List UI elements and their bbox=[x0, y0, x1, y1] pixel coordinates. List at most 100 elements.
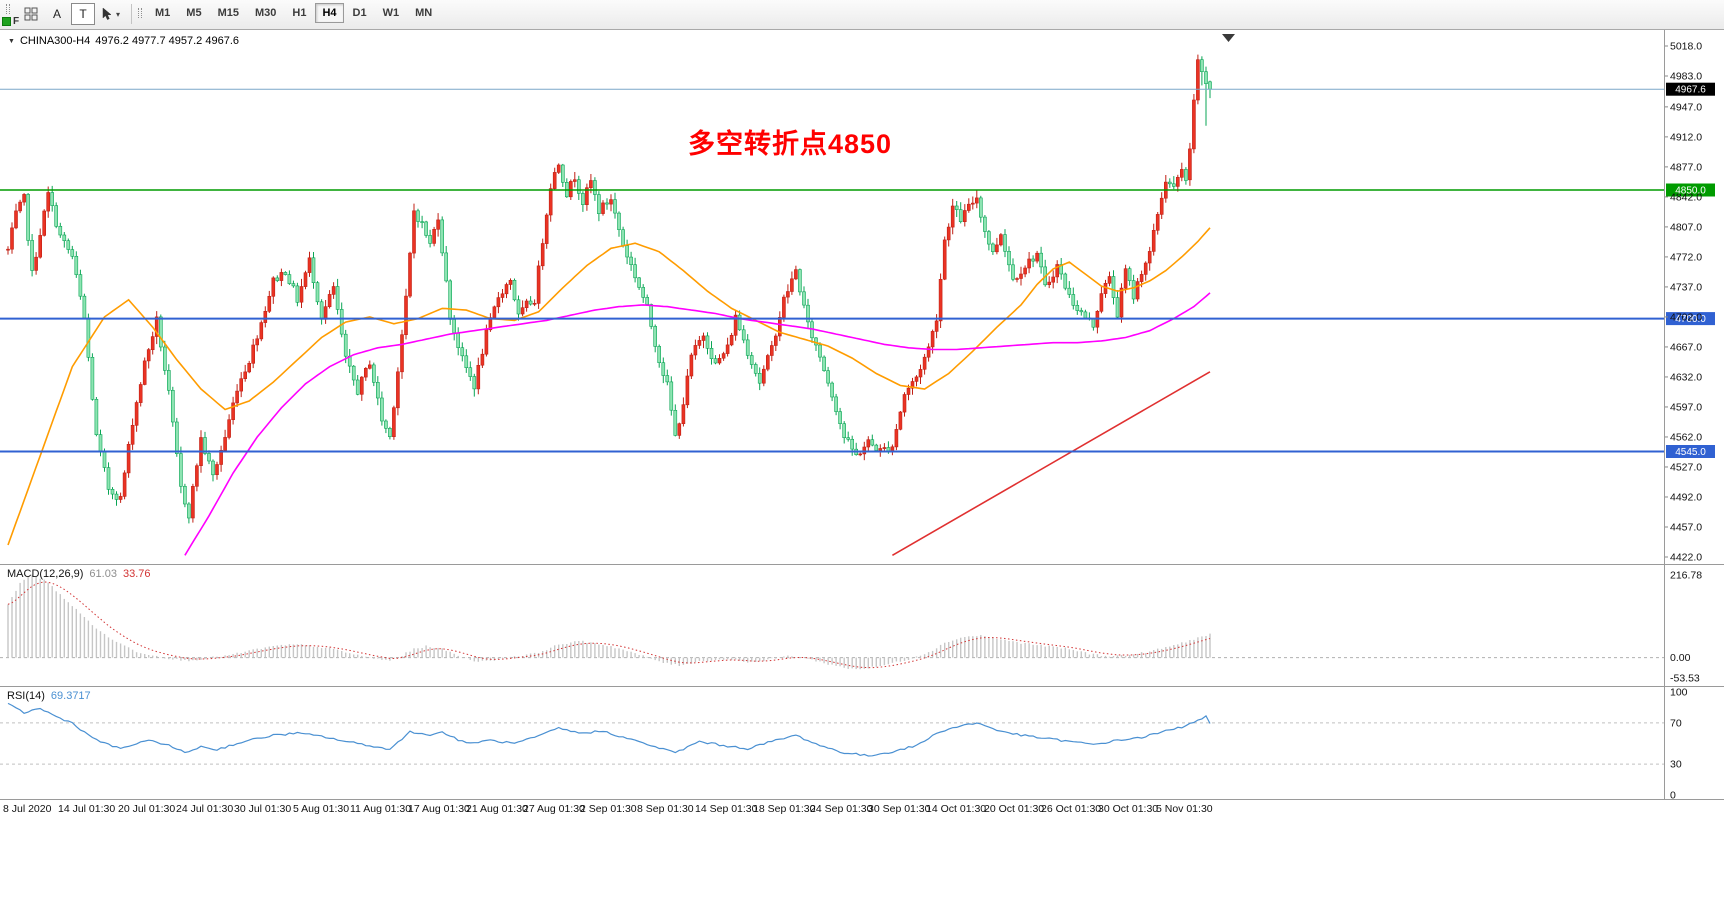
price-tick-label: 4737.0 bbox=[1670, 281, 1702, 293]
ma-slow-line bbox=[184, 292, 1211, 556]
toolbar: F A T ▾ M1 M5 M15 M30 H1 H4 D1 W1 MN bbox=[0, 0, 1724, 30]
price-tick-label: 4877.0 bbox=[1670, 161, 1702, 173]
timeframe-button-m1[interactable]: M1 bbox=[148, 3, 177, 23]
price-tick-label: 4667.0 bbox=[1670, 341, 1702, 353]
price-tick-label: 4702.0 bbox=[1670, 311, 1702, 323]
time-tick-label: 30 Jul 01:30 bbox=[234, 803, 291, 815]
chart-annotation-text[interactable]: 多空转折点4850 bbox=[688, 129, 893, 159]
time-tick-label: 14 Oct 01:30 bbox=[926, 803, 986, 815]
text-tool-button[interactable]: T bbox=[71, 3, 95, 25]
price-badge-4700.0 bbox=[1666, 312, 1715, 326]
price-badge-4545.0 bbox=[1666, 445, 1715, 458]
price-tick-label: 4983.0 bbox=[1670, 71, 1702, 83]
rsi-tick-label: 30 bbox=[1670, 759, 1682, 771]
time-tick-label: 11 Aug 01:30 bbox=[350, 803, 411, 815]
time-tick-label: 26 Oct 01:30 bbox=[1041, 803, 1101, 815]
rsi-line bbox=[7, 702, 1211, 757]
cursor-tool-button[interactable]: ▾ bbox=[97, 3, 124, 25]
price-tick-label: 5018.0 bbox=[1670, 41, 1702, 53]
price-tick-label: 4912.0 bbox=[1670, 131, 1702, 143]
rsi-tick-label: 70 bbox=[1670, 717, 1682, 729]
timeframe-toolbar-grip[interactable] bbox=[138, 8, 143, 18]
timeframe-button-h1[interactable]: H1 bbox=[285, 3, 313, 23]
rsi-tick-label: 0 bbox=[1670, 790, 1676, 802]
rsi-tick-label: 100 bbox=[1670, 687, 1688, 699]
timeframe-toolbar: M1 M5 M15 M30 H1 H4 D1 W1 MN bbox=[147, 3, 440, 23]
timeframe-button-m30[interactable]: M30 bbox=[248, 3, 283, 23]
time-tick-label: 5 Nov 01:30 bbox=[1156, 803, 1213, 815]
price-tick-label: 4562.0 bbox=[1670, 431, 1702, 443]
rsi-value: 69.3717 bbox=[50, 690, 91, 702]
symbol-dropdown-icon[interactable]: ▼ bbox=[8, 37, 15, 45]
macd-name: MACD(12,26,9) bbox=[7, 568, 84, 580]
chart-grid-icon bbox=[24, 7, 38, 21]
chevron-down-icon: ▾ bbox=[116, 9, 121, 19]
macd-tick-label: 0.00 bbox=[1670, 652, 1691, 664]
chart-title: ▼ CHINA300-H4 4976.2 4977.7 4957.2 4967.… bbox=[8, 35, 239, 47]
macd-value: 61.03 bbox=[89, 568, 117, 580]
timeframe-button-h4[interactable]: H4 bbox=[315, 3, 344, 23]
price-badge-text: 4967.6 bbox=[1675, 85, 1706, 96]
annotation-tool-button[interactable]: A bbox=[45, 3, 69, 25]
candlestick-series[interactable] bbox=[6, 54, 1212, 524]
timeframe-button-m5[interactable]: M5 bbox=[179, 3, 208, 23]
price-tick-label: 4457.0 bbox=[1670, 521, 1702, 533]
macd-signal-line bbox=[7, 581, 1211, 669]
timeframe-button-d1[interactable]: D1 bbox=[346, 3, 374, 23]
price-tick-label: 4492.0 bbox=[1670, 491, 1702, 503]
time-tick-label: 5 Aug 01:30 bbox=[293, 803, 349, 815]
rsi-indicator-label: RSI(14) 69.3717 bbox=[7, 690, 91, 702]
symbol-name: CHINA300-H4 bbox=[19, 35, 91, 47]
price-badge-text: 4850.0 bbox=[1675, 186, 1706, 197]
ohlc-values: 4976.2 4977.7 4957.2 4967.6 bbox=[95, 35, 239, 47]
timeframe-button-w1[interactable]: W1 bbox=[376, 3, 407, 23]
macd-tick-label: -53.53 bbox=[1670, 673, 1700, 685]
time-tick-label: 20 Jul 01:30 bbox=[118, 803, 175, 815]
f-square-icon bbox=[2, 17, 11, 26]
ma-fast-line bbox=[7, 227, 1211, 546]
f-indicator: F bbox=[2, 16, 19, 27]
timeframe-button-mn[interactable]: MN bbox=[408, 3, 439, 23]
price-badge-4850.0 bbox=[1666, 183, 1715, 197]
price-tick-label: 4842.0 bbox=[1670, 191, 1702, 203]
time-tick-label: 2 Sep 01:30 bbox=[580, 803, 637, 815]
time-tick-label: 14 Jul 01:30 bbox=[58, 803, 115, 815]
time-tick-label: 8 Sep 01:30 bbox=[637, 803, 694, 815]
time-tick-label: 30 Sep 01:30 bbox=[868, 803, 931, 815]
toolbar-separator bbox=[131, 4, 133, 24]
time-tick-label: 21 Aug 01:30 bbox=[466, 803, 528, 815]
f-label: F bbox=[13, 16, 20, 27]
time-tick-label: 17 Aug 01:30 bbox=[408, 803, 470, 815]
chart-shift-marker[interactable] bbox=[1222, 34, 1235, 42]
toolbar-left-column: F bbox=[0, 3, 19, 29]
price-badge-text: 4700.0 bbox=[1675, 314, 1706, 325]
timeframe-button-m15[interactable]: M15 bbox=[211, 3, 246, 23]
time-tick-label: 30 Oct 01:30 bbox=[1098, 803, 1158, 815]
macd-tick-label: 216.78 bbox=[1670, 570, 1702, 582]
chart-grid-button[interactable] bbox=[19, 3, 43, 25]
toolbar-grip[interactable] bbox=[6, 4, 10, 14]
price-tick-label: 4772.0 bbox=[1670, 251, 1702, 263]
chart-canvas[interactable]: 4967.6 4850.0 4700.0 4545.0 5018.0 4983.0 4947… bbox=[0, 30, 1724, 900]
trendline[interactable] bbox=[891, 371, 1211, 556]
time-tick-label: 8 Jul 2020 bbox=[3, 803, 52, 815]
price-tick-label: 4597.0 bbox=[1670, 401, 1702, 413]
macd-indicator-label: MACD(12,26,9) 61.03 33.76 bbox=[7, 568, 150, 580]
rsi-name: RSI(14) bbox=[7, 690, 45, 702]
macd-histogram bbox=[7, 574, 1211, 670]
price-tick-label: 4527.0 bbox=[1670, 461, 1702, 473]
time-tick-label: 27 Aug 01:30 bbox=[523, 803, 585, 815]
price-tick-label: 4422.0 bbox=[1670, 552, 1702, 564]
cursor-icon bbox=[102, 7, 112, 20]
time-tick-label: 24 Jul 01:30 bbox=[176, 803, 233, 815]
price-tick-label: 4807.0 bbox=[1670, 221, 1702, 233]
price-tick-label: 4947.0 bbox=[1670, 101, 1702, 113]
time-tick-label: 14 Sep 01:30 bbox=[695, 803, 758, 815]
macd-signal-value: 33.76 bbox=[122, 568, 151, 580]
price-badge-text: 4545.0 bbox=[1675, 447, 1706, 458]
price-badge-4967.6 bbox=[1666, 82, 1715, 96]
time-tick-label: 20 Oct 01:30 bbox=[984, 803, 1044, 815]
price-tick-label: 4632.0 bbox=[1670, 371, 1702, 383]
time-tick-label: 18 Sep 01:30 bbox=[753, 803, 816, 815]
time-tick-label: 24 Sep 01:30 bbox=[810, 803, 873, 815]
